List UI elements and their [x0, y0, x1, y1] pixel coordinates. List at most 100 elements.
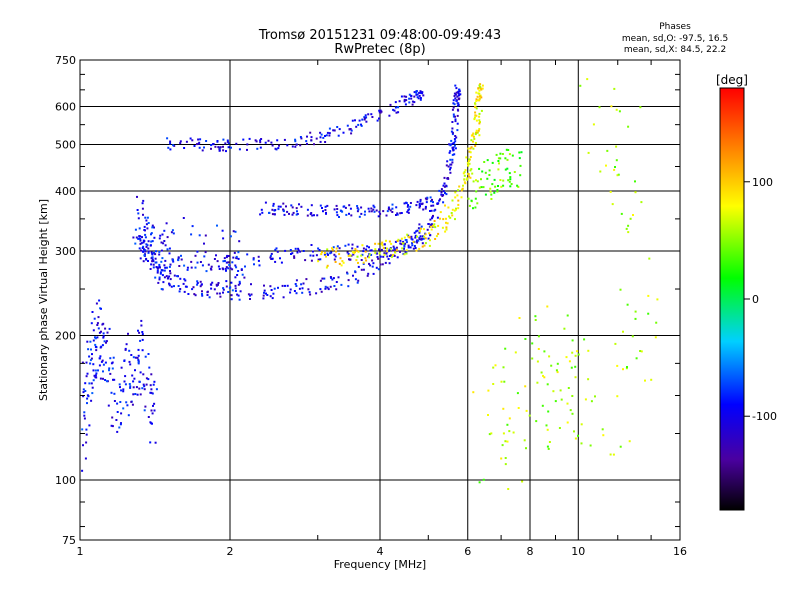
echo-point: [238, 298, 241, 301]
echo-point: [90, 382, 93, 385]
echo-point: [358, 119, 361, 122]
echo-point: [161, 274, 164, 277]
echo-point: [313, 214, 315, 217]
echo-point: [412, 240, 415, 243]
echo-point: [372, 208, 375, 211]
echo-point: [394, 240, 397, 243]
echo-point: [331, 278, 334, 281]
echo-point: [360, 268, 363, 271]
echo-point: [320, 253, 323, 256]
echo-point: [383, 252, 386, 255]
echo-point: [480, 88, 483, 91]
y-tick-label: 500: [55, 139, 76, 152]
echo-point: [201, 293, 203, 295]
echo-point: [191, 139, 194, 142]
echo-point: [140, 249, 143, 252]
echo-point: [360, 212, 363, 215]
echo-point: [201, 264, 204, 267]
echo-point: [126, 404, 129, 407]
echo-point: [420, 91, 422, 94]
echo-point: [614, 166, 616, 168]
echo-point: [196, 282, 199, 284]
echo-point: [464, 169, 467, 172]
echo-point: [86, 340, 89, 343]
echo-point: [463, 178, 466, 181]
echo-point: [159, 272, 162, 275]
echo-point: [629, 217, 632, 220]
echo-point: [381, 241, 384, 244]
echo-point: [151, 253, 154, 256]
echo-point: [338, 262, 341, 265]
echo-point: [144, 236, 147, 239]
echo-point: [452, 149, 455, 151]
echo-point: [566, 421, 569, 424]
echo-point: [158, 265, 161, 268]
echo-point: [453, 103, 456, 106]
echo-point: [97, 327, 100, 330]
echo-point: [443, 182, 446, 185]
echo-point: [222, 291, 224, 294]
echo-point: [197, 138, 200, 141]
echo-point: [348, 212, 350, 215]
echo-point: [433, 220, 436, 222]
echo-point: [170, 231, 173, 234]
echo-point: [330, 251, 333, 254]
echo-point: [167, 146, 170, 149]
echo-point: [500, 380, 503, 383]
echo-point: [429, 196, 432, 199]
echo-point: [402, 240, 405, 243]
echo-point: [373, 210, 376, 213]
echo-point: [398, 100, 401, 103]
echo-point: [497, 160, 500, 162]
echo-point: [510, 183, 513, 185]
echo-point: [94, 337, 97, 340]
echo-point: [506, 423, 509, 426]
echo-point: [476, 131, 479, 134]
echo-point: [418, 94, 421, 97]
echo-point: [99, 377, 102, 380]
echo-point: [509, 178, 512, 181]
echo-point: [236, 293, 239, 296]
echo-point: [119, 386, 121, 389]
echo-point: [451, 121, 454, 123]
echo-point: [164, 266, 167, 269]
echo-point: [609, 190, 612, 193]
echo-point: [386, 255, 389, 258]
echo-point: [90, 357, 93, 360]
echo-point: [473, 137, 476, 140]
echo-point: [139, 339, 142, 342]
echo-point: [470, 168, 473, 171]
echo-point: [454, 84, 457, 87]
echo-point: [178, 265, 181, 267]
echo-point: [271, 208, 274, 211]
echo-point: [456, 114, 459, 117]
echo-point: [445, 226, 448, 229]
echo-point: [374, 251, 377, 254]
echo-point: [166, 236, 169, 239]
echo-point: [216, 260, 219, 263]
echo-point: [474, 133, 477, 136]
echo-point: [504, 157, 507, 160]
echo-point: [478, 112, 481, 115]
echo-point: [449, 144, 452, 147]
echo-point: [86, 402, 88, 405]
echo-point: [444, 204, 446, 207]
echo-point: [291, 206, 294, 209]
echo-point: [524, 385, 527, 388]
echo-point: [297, 247, 300, 250]
echo-point: [357, 208, 360, 211]
echo-point: [299, 144, 302, 147]
echo-point: [151, 256, 154, 259]
echo-point: [450, 139, 453, 142]
plot-frame: [79, 59, 681, 541]
echo-point: [396, 240, 399, 242]
echo-point: [260, 138, 263, 140]
echo-point: [390, 242, 393, 245]
echo-point: [116, 411, 119, 413]
echo-point: [378, 248, 380, 251]
echo-point: [226, 254, 229, 257]
echo-point: [324, 285, 327, 288]
echo-point: [147, 251, 150, 254]
echo-point: [467, 160, 470, 163]
